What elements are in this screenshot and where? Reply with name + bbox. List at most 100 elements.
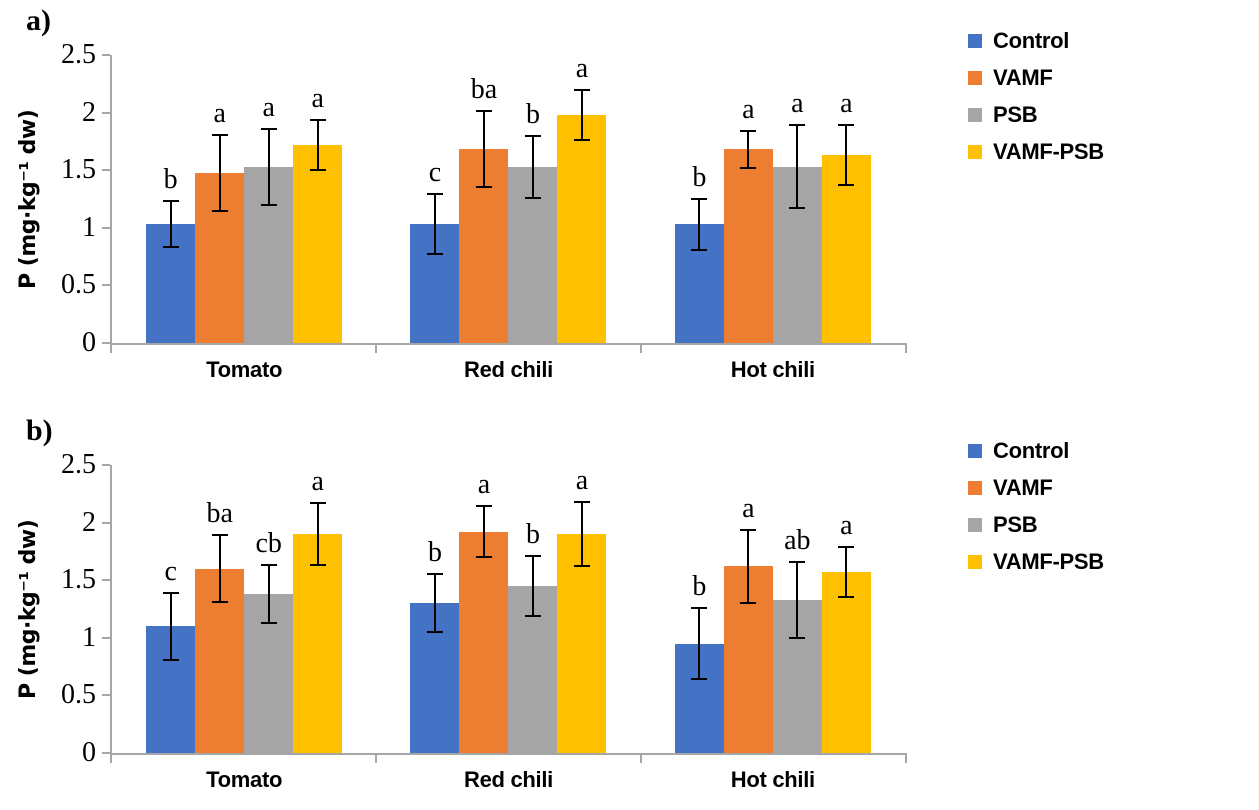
error-bar-cap-top (740, 528, 757, 531)
significance-letter: b (525, 98, 540, 130)
y-axis-tick-label: 1 (82, 211, 96, 243)
error-bar-line (845, 546, 848, 598)
error-bar-cap-bottom (162, 658, 179, 661)
x-category-label: Tomato (206, 357, 283, 382)
legend-label: PSB (993, 512, 1038, 537)
x-axis-tick (110, 345, 112, 353)
error-bar-cap-bottom (838, 184, 855, 187)
bar-slot: b (146, 55, 196, 343)
bar-vamf-psb-tomato (293, 144, 343, 343)
bar-group-hot-chili: b a a a (641, 55, 905, 343)
bar-slot: a (821, 465, 871, 753)
bar-slot: b (508, 55, 558, 343)
x-axis-category-labels: Tomato Red chili Hot chili (112, 767, 905, 793)
bar-vamf-red-chili (459, 531, 509, 753)
error-bar-cap-bottom (838, 596, 855, 599)
x-axis-tick (905, 755, 907, 763)
error-bar-cap-bottom (260, 203, 277, 206)
error-bar-cap-bottom (475, 556, 492, 559)
error-bar-line (316, 503, 319, 566)
bar-vamf-psb-hot-chili (821, 155, 871, 343)
y-axis-tick (102, 284, 110, 287)
legend-item-vamf-psb: VAMF-PSB (968, 139, 1104, 165)
y-axis-line (110, 465, 112, 755)
y-axis-tick (102, 694, 110, 697)
error-bar-line (169, 592, 172, 660)
legend-swatch-icon (968, 108, 982, 122)
error-bar-cap-top (162, 591, 179, 594)
significance-letter: b (692, 570, 707, 602)
significance-letter: a (311, 82, 324, 114)
y-axis-tick-label: 0 (82, 327, 96, 358)
legend-item-psb: PSB (968, 512, 1104, 538)
error-bar-cap-top (740, 130, 757, 133)
legend: Control VAMF PSB VAMF-PSB (968, 438, 1104, 586)
bar-slot: a (723, 465, 773, 753)
error-bar-cap-top (309, 118, 326, 121)
legend-label: Control (993, 28, 1070, 53)
bar-slot: ab (772, 465, 822, 753)
bar-slot: b (674, 55, 724, 343)
y-axis-tick-label: 0.5 (61, 679, 96, 711)
error-bar-line (580, 89, 583, 141)
chart-panel-a: a) P (mg·kg⁻¹ dw) b a a a c ba b a b a a a Tomato Re… (0, 0, 1259, 400)
y-axis-tick (102, 342, 110, 344)
error-bar-line (482, 111, 485, 188)
panel-b-label: b) (26, 414, 53, 447)
bar-slot: a (821, 55, 871, 343)
error-bar-line (747, 131, 750, 168)
y-axis-line (110, 55, 112, 345)
error-bar-line (698, 607, 701, 680)
error-bar-cap-bottom (211, 601, 228, 604)
bar-vamf-psb-hot-chili (821, 572, 871, 753)
error-bar-cap-top (789, 124, 806, 127)
bar-group-red-chili: c ba b a (376, 54, 640, 343)
legend-swatch-icon (968, 555, 982, 569)
x-axis-category-labels: Tomato Red chili Hot chili (112, 357, 905, 383)
legend-item-psb: PSB (968, 102, 1104, 128)
significance-letter: a (791, 88, 804, 120)
x-axis-tick (905, 345, 907, 353)
x-category-label: Red chili (463, 357, 553, 382)
bar-slot: c (146, 465, 196, 753)
error-bar-cap-top (260, 127, 277, 130)
error-bar-cap-bottom (524, 614, 541, 617)
legend-swatch-icon (968, 71, 982, 85)
error-bar-cap-top (426, 193, 443, 196)
legend-label: PSB (993, 102, 1038, 127)
y-axis-tick (102, 111, 110, 114)
plot-area: c ba cb a b a b a b a ab a (112, 465, 905, 753)
bar-vamf-psb-red-chili (557, 114, 607, 343)
error-bar-cap-top (162, 200, 179, 203)
bar-slot: ba (195, 465, 245, 753)
bar-slot: cb (244, 465, 294, 753)
y-axis-tick (102, 226, 110, 229)
legend-item-vamf-psb: VAMF-PSB (968, 549, 1104, 575)
bar-slot: a (723, 55, 773, 343)
legend-label: Control (993, 438, 1070, 463)
error-bar-cap-top (211, 133, 228, 136)
y-axis-tick (102, 464, 110, 466)
legend-swatch-icon (968, 145, 982, 159)
error-bar-cap-top (838, 124, 855, 127)
significance-letter: a (477, 469, 491, 501)
x-category-label: Hot chili (730, 357, 815, 382)
significance-letter: cb (255, 528, 282, 560)
x-axis-line (110, 753, 907, 755)
error-bar-cap-bottom (573, 565, 590, 568)
error-bar-cap-top (838, 545, 855, 548)
significance-letter: ba (206, 498, 233, 530)
error-bar-line (531, 556, 534, 616)
significance-letter: a (262, 91, 275, 123)
error-bar-cap-top (573, 500, 590, 503)
x-axis-tick (110, 755, 112, 763)
error-bar-cap-bottom (426, 631, 443, 634)
error-bar-line (580, 501, 583, 567)
bar-slot: c (410, 55, 460, 343)
y-axis-tick-label: 1.5 (61, 154, 96, 186)
bar-group-tomato: b a a a (112, 55, 376, 343)
significance-letter: a (311, 466, 324, 498)
x-axis-tick (375, 345, 377, 353)
error-bar-line (796, 561, 799, 638)
significance-letter: ba (470, 74, 498, 106)
